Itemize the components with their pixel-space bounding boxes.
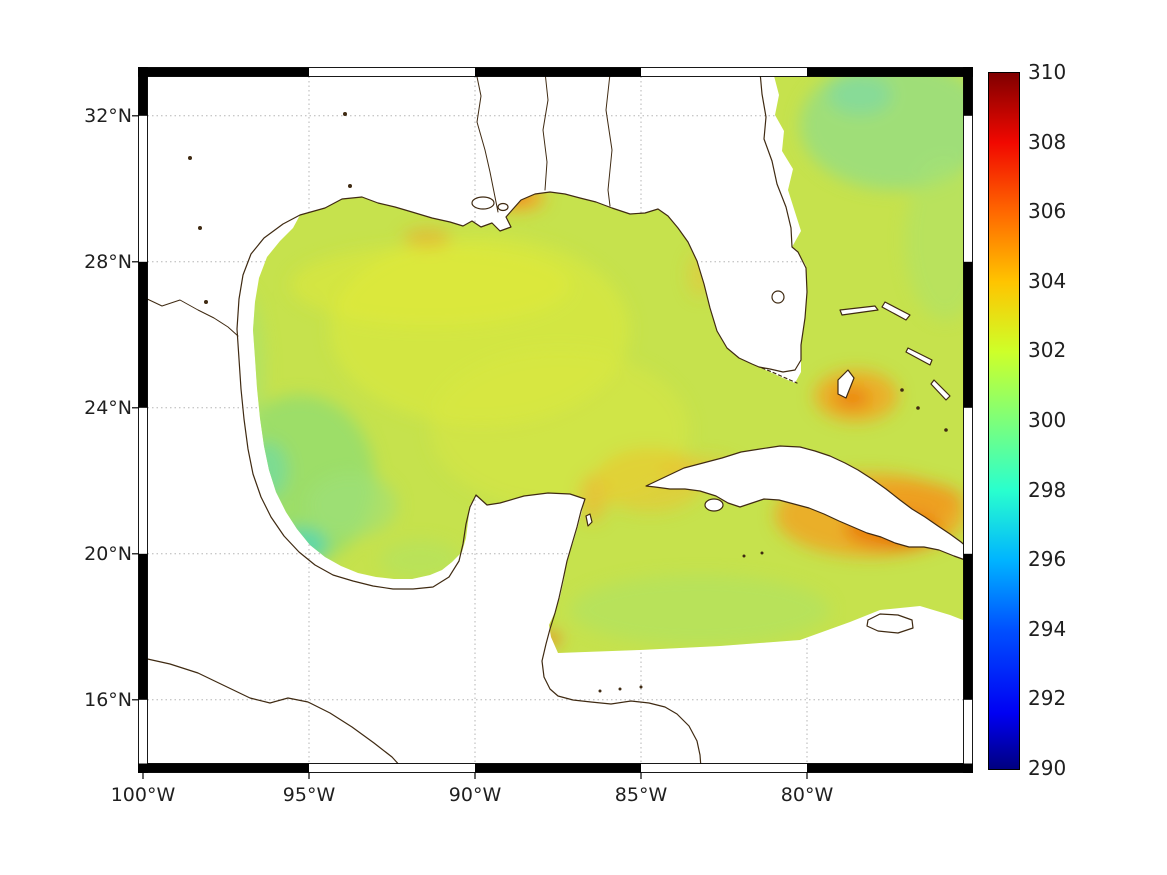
colorbar-tick-290: 290 [1028,756,1067,780]
cuba-island [645,445,969,562]
florida-keys-coastline [761,367,798,384]
lat-tick-16n: 16°N [84,689,132,711]
lat-tick-32n: 32°N [84,105,132,127]
apalachicola-river [605,73,613,207]
lon-tick-90w: 90°W [448,784,502,806]
coastlines [142,71,808,769]
lon-tick-95w: 95°W [282,784,336,806]
andros-island [837,369,855,399]
lon-tick-80w: 80°W [780,784,834,806]
rio-grande-river [142,296,239,337]
lat-tick-24n: 24°N [84,397,132,419]
colorbar-tick-310: 310 [1028,60,1067,84]
mainland-coastline [236,71,808,769]
colorbar-tick-300: 300 [1028,408,1067,432]
sst-field [253,72,968,653]
colorbar [988,72,1020,770]
lake-borgne [497,202,509,212]
small-islets [188,112,948,693]
abaco-island [881,301,911,321]
colorbar-tick-302: 302 [1028,338,1067,363]
lat-tick-28n: 28°N [84,251,132,273]
lake-okeechobee [771,290,785,304]
colorbar-tick-294: 294 [1028,616,1067,641]
islands [188,112,969,693]
colorbar-tick-296: 296 [1028,547,1067,572]
colorbar-tick-308: 308 [1028,129,1067,154]
mobile-river [542,71,549,191]
pacific-coastline [142,657,403,769]
jamaica-island [866,613,914,634]
lake-pontchartrain [471,196,495,210]
colorbar-tick-306: 306 [1028,199,1067,224]
colorbar-tick-292: 292 [1028,686,1067,711]
lon-tick-100w: 100°W [110,784,176,806]
map-frame [132,67,973,779]
lon-tick-85w: 85°W [614,784,668,806]
isla-juventud-island [704,498,724,512]
long-island-bahamas [930,379,951,401]
grand-bahama-island [839,305,879,316]
lat-tick-20n: 20°N [84,543,132,565]
cozumel-island [585,513,593,527]
eleuthera-island [905,347,933,366]
colorbar-tick-298: 298 [1028,477,1067,502]
colorbar-tick-304: 304 [1028,268,1067,293]
mississippi-river [475,71,499,213]
